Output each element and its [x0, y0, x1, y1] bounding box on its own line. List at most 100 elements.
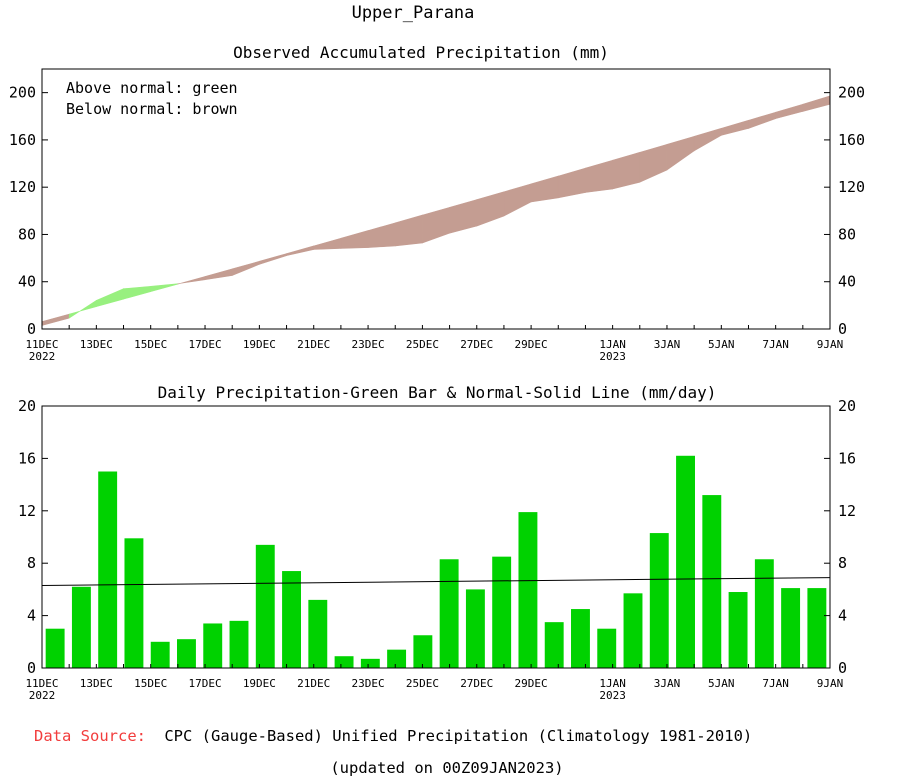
accumulated-ytick-label-right: 200 — [838, 84, 865, 102]
below-normal-area-segment — [557, 167, 586, 199]
accumulated-y-axis: 0 0 40 40 80 80 120 120 160 160 200 200 — [9, 84, 865, 338]
daily-ytick-label-left: 0 — [27, 659, 36, 677]
daily-precip-bar — [98, 471, 118, 668]
daily-xtick-label: 11DEC — [25, 677, 58, 690]
below-normal-area-segment — [313, 237, 342, 250]
above-normal-area-segment — [96, 288, 124, 308]
daily-precip-bar — [781, 588, 801, 668]
accumulated-xtick-label: 11DEC — [25, 338, 58, 351]
data-source-text: CPC (Gauge-Based) Unified Precipitation … — [164, 727, 752, 745]
accumulated-xtick-label: 9JAN — [817, 338, 844, 351]
daily-precip-bar — [229, 620, 249, 668]
footer-source: Data Source: CPC (Gauge-Based) Unified P… — [34, 727, 752, 745]
daily-precip-bar — [45, 628, 65, 668]
daily-precip-bar — [177, 639, 196, 668]
daily-precip-bar — [124, 538, 144, 668]
below-normal-area-segment — [585, 159, 613, 193]
daily-xtick-label: 19DEC — [243, 677, 276, 690]
below-normal-area-segment — [612, 151, 641, 190]
daily-xtick-label: 27DEC — [460, 677, 493, 690]
below-normal-area-segment — [476, 191, 505, 227]
normal-daily-line — [41, 577, 831, 586]
daily-precip-bar — [728, 592, 748, 668]
daily-ytick-label-right: 4 — [838, 607, 847, 625]
accumulated-ytick-label-right: 120 — [838, 178, 865, 196]
daily-xtick-label: 7JAN — [762, 677, 789, 690]
legend-above-normal: Above normal: green — [66, 79, 238, 97]
daily-chart-title: Daily Precipitation-Green Bar & Normal-S… — [158, 383, 717, 402]
below-normal-area-segment — [422, 206, 450, 244]
accumulated-xtick-year: 2023 — [599, 350, 626, 363]
daily-precip-bar — [413, 635, 433, 668]
daily-ytick-label-left: 8 — [27, 554, 36, 572]
daily-xtick-label: 9JAN — [817, 677, 844, 690]
daily-ytick-label-left: 12 — [18, 502, 36, 520]
accumulated-fill-layer — [41, 95, 831, 326]
accumulated-xtick-year: 2022 — [29, 350, 56, 363]
accumulated-ytick-label-left: 80 — [18, 225, 36, 243]
daily-xtick-label: 17DEC — [188, 677, 221, 690]
daily-precip-bar — [544, 622, 564, 668]
daily-precip-bar — [807, 588, 827, 668]
below-normal-area-segment — [666, 135, 695, 171]
data-source-label: Data Source: — [34, 727, 146, 745]
below-normal-area-segment — [204, 268, 233, 281]
daily-ytick-label-left: 16 — [18, 449, 36, 467]
below-normal-area-segment — [286, 245, 315, 256]
daily-precip-bar — [492, 556, 512, 668]
accumulated-xtick-label: 5JAN — [708, 338, 735, 351]
daily-precip-bar — [150, 641, 170, 668]
above-normal-area-segment — [68, 299, 97, 319]
accumulated-ytick-label-left: 0 — [27, 320, 36, 338]
figure-title: Upper_Parana — [352, 3, 475, 23]
legend-below-normal: Below normal: brown — [66, 100, 238, 118]
daily-precip-bar — [387, 649, 407, 668]
daily-plot-frame — [41, 405, 831, 669]
daily-precip-bar — [308, 599, 328, 668]
daily-ytick-label-right: 20 — [838, 397, 856, 415]
daily-xtick-label: 15DEC — [134, 677, 167, 690]
accumulated-ytick-label-right: 40 — [838, 273, 856, 291]
accumulated-xtick-label: 21DEC — [297, 338, 330, 351]
daily-precip-bar — [649, 533, 669, 668]
daily-xtick-label: 1JAN — [599, 677, 626, 690]
above-normal-area-segment — [123, 286, 151, 300]
below-normal-area-segment — [449, 199, 478, 234]
daily-precip-bar — [334, 656, 354, 668]
below-normal-area-segment — [177, 276, 206, 285]
below-normal-area-segment — [639, 144, 668, 183]
daily-precip-bar — [255, 544, 275, 668]
accumulated-xtick-label: 29DEC — [515, 338, 548, 351]
daily-xtick-year: 2022 — [29, 689, 56, 702]
accumulated-ytick-label-right: 0 — [838, 320, 847, 338]
accumulated-ytick-label-left: 200 — [9, 84, 36, 102]
daily-precip-bar — [571, 609, 590, 668]
below-normal-area-segment — [340, 230, 369, 249]
below-normal-area-segment — [41, 313, 70, 326]
daily-bar-layer — [45, 455, 827, 668]
daily-precip-bar — [702, 495, 722, 668]
accumulated-xtick-label: 3JAN — [654, 338, 681, 351]
accumulated-xtick-label: 27DEC — [460, 338, 493, 351]
below-normal-area-segment — [802, 95, 831, 112]
daily-precip-bar — [518, 512, 538, 668]
below-normal-area-segment — [721, 119, 749, 136]
below-normal-area-segment — [259, 253, 287, 265]
accumulated-chart-title: Observed Accumulated Precipitation (mm) — [233, 43, 609, 62]
daily-precip-bar — [465, 589, 485, 668]
accumulated-ytick-label-left: 40 — [18, 273, 36, 291]
accumulated-xtick-label: 25DEC — [406, 338, 439, 351]
accumulated-xtick-label: 1JAN — [599, 338, 626, 351]
daily-precip-bar — [282, 571, 301, 668]
daily-xtick-label: 5JAN — [708, 677, 735, 690]
accumulated-ytick-label-left: 120 — [9, 178, 36, 196]
accumulated-ytick-label-left: 160 — [9, 131, 36, 149]
accumulated-ytick-label-right: 80 — [838, 225, 856, 243]
below-normal-area-segment — [394, 214, 423, 247]
accumulated-plot-frame — [41, 68, 831, 330]
daily-xtick-label: 29DEC — [515, 677, 548, 690]
daily-xtick-label: 13DEC — [80, 677, 113, 690]
daily-ytick-label-right: 0 — [838, 659, 847, 677]
